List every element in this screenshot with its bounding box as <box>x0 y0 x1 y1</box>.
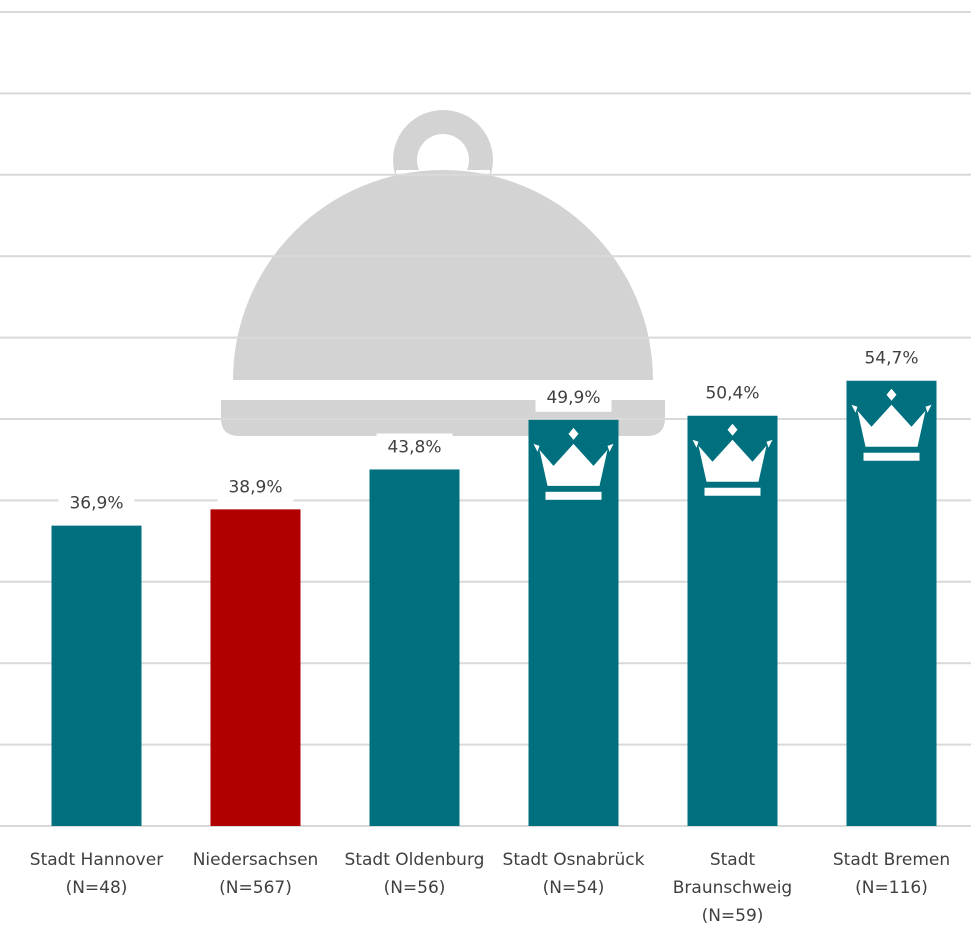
bar <box>846 380 937 826</box>
crown-icon <box>533 427 614 500</box>
bar <box>528 419 619 826</box>
x-tick-label: (N=116) <box>855 878 928 898</box>
crown-jewel <box>607 443 614 452</box>
x-tick-label: Niedersachsen <box>193 850 319 870</box>
crown-jewel <box>766 439 773 448</box>
crown-band <box>545 491 602 500</box>
x-tick-label: (N=59) <box>702 906 764 926</box>
x-tick-label: Stadt Bremen <box>833 850 950 870</box>
crown-jewel <box>533 443 540 452</box>
value-label: 54,7% <box>864 349 918 369</box>
x-tick-label: Stadt Osnabrück <box>503 850 645 870</box>
crown-jewel <box>692 439 699 448</box>
x-tick-label: (N=48) <box>66 878 128 898</box>
value-label: 36,9% <box>69 494 123 514</box>
crown-icon <box>851 388 932 461</box>
value-label-bg <box>376 433 453 462</box>
crown-band <box>704 487 761 496</box>
x-tick-label: Braunschweig <box>673 878 792 898</box>
marks: Stadt Hannover (N=48) 36,9% Niedersachsen (N… <box>30 344 950 926</box>
value-label: 50,4% <box>705 384 759 404</box>
x-tick-label: (N=567) <box>219 878 292 898</box>
x-tick-label: Stadt Oldenburg <box>345 850 485 870</box>
bar <box>369 469 460 826</box>
crown-jewel <box>925 404 932 413</box>
crown-jewel <box>851 404 858 413</box>
bar <box>687 415 778 826</box>
value-label-bg <box>694 379 771 408</box>
bar <box>210 509 301 826</box>
crown-jewel <box>727 423 738 436</box>
crown-body <box>857 404 926 447</box>
value-label-bg <box>58 489 135 518</box>
cloche-dome <box>233 170 653 380</box>
bar <box>51 525 142 826</box>
value-label: 38,9% <box>228 477 282 497</box>
crown-jewel <box>568 427 579 440</box>
value-label-bg <box>217 473 294 502</box>
crown-icon <box>692 423 773 496</box>
crown-band <box>863 452 920 461</box>
grid <box>0 11 971 827</box>
value-label-bg <box>535 383 612 412</box>
crown-jewel <box>886 388 897 401</box>
x-tick-label: (N=56) <box>384 878 446 898</box>
value-label-bg <box>853 344 930 373</box>
crown-body <box>698 439 767 482</box>
value-label: 49,9% <box>546 388 600 408</box>
x-tick-label: Stadt Hannover <box>30 850 163 870</box>
value-label: 43,8% <box>387 437 441 457</box>
crown-body <box>539 443 608 486</box>
x-tick-label: (N=54) <box>543 878 605 898</box>
cloche-icon <box>221 110 665 436</box>
x-tick-label: Stadt <box>710 850 756 870</box>
